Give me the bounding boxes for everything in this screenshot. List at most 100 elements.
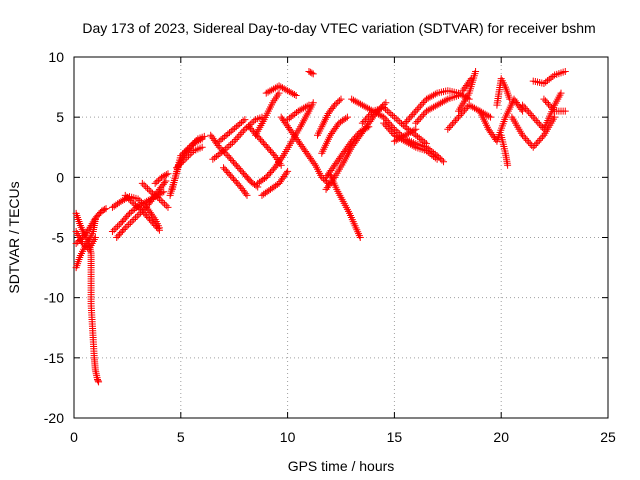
data-point	[466, 76, 474, 84]
data-point	[221, 165, 229, 173]
data-point	[469, 103, 477, 111]
data-point	[487, 113, 495, 121]
data-point	[124, 211, 132, 219]
data-point	[268, 148, 276, 156]
data-point	[234, 121, 242, 129]
data-point	[430, 91, 438, 99]
data-point	[123, 222, 131, 230]
data-point	[115, 221, 123, 229]
data-point	[88, 220, 96, 228]
y-axis-label: SDTVAR / TECUs	[6, 181, 22, 293]
data-point	[392, 115, 400, 123]
data-point	[380, 104, 388, 112]
data-point	[116, 230, 124, 238]
data-point	[374, 110, 382, 118]
data-point	[114, 232, 122, 240]
data-point	[440, 97, 448, 105]
data-point	[422, 95, 430, 103]
data-point	[238, 168, 246, 176]
data-point	[467, 75, 475, 83]
data-point	[265, 170, 273, 178]
data-point	[157, 197, 165, 205]
data-point	[462, 105, 470, 113]
data-point	[229, 126, 237, 134]
data-point	[225, 142, 233, 150]
data-point	[262, 173, 270, 181]
data-point	[117, 219, 125, 227]
data-point	[231, 177, 239, 185]
data-point	[198, 143, 206, 151]
data-point	[396, 118, 404, 126]
data-point	[161, 200, 169, 208]
data-point	[241, 125, 249, 133]
data-point	[137, 198, 145, 206]
data-point	[415, 134, 423, 142]
data-point	[547, 74, 555, 82]
data-point	[531, 115, 539, 123]
data-point	[365, 105, 373, 113]
data-point	[426, 105, 434, 113]
data-point	[132, 214, 140, 222]
data-point	[228, 139, 236, 147]
data-point	[262, 142, 270, 150]
data-point	[155, 195, 163, 203]
data-point	[361, 116, 369, 124]
data-point	[417, 135, 425, 143]
data-point	[546, 102, 554, 110]
chart-title: Day 173 of 2023, Sidereal Day-to-day VTE…	[82, 20, 595, 36]
data-point	[144, 213, 152, 221]
data-point	[430, 103, 438, 111]
data-point	[235, 165, 243, 173]
data-point	[334, 98, 342, 106]
data-point	[531, 142, 539, 150]
data-point	[407, 112, 415, 120]
data-point	[454, 92, 462, 100]
x-tick-label: 5	[177, 429, 185, 445]
data-point	[239, 127, 247, 135]
data-point	[308, 69, 316, 77]
data-point	[419, 111, 427, 119]
data-point	[289, 111, 297, 119]
data-point	[82, 243, 90, 251]
data-point	[134, 195, 142, 203]
data-point	[123, 193, 131, 201]
data-point	[561, 67, 569, 75]
data-point	[535, 136, 543, 144]
data-point	[120, 216, 128, 224]
data-point	[209, 155, 217, 163]
data-point	[141, 204, 149, 212]
data-point	[147, 217, 155, 225]
data-point	[408, 141, 416, 149]
data-point	[147, 188, 155, 196]
data-point	[234, 163, 242, 171]
data-point	[151, 179, 159, 187]
data-point	[183, 154, 191, 162]
data-point	[158, 173, 166, 181]
data-point	[549, 105, 557, 113]
data-point	[219, 134, 227, 142]
data-point	[161, 179, 169, 187]
data-point	[86, 223, 94, 231]
data-point	[529, 143, 537, 151]
data-point	[151, 221, 159, 229]
data-point	[154, 176, 162, 184]
data-point	[112, 224, 120, 232]
data-point	[472, 105, 480, 113]
data-point	[91, 234, 99, 241]
data-point	[430, 152, 438, 160]
data-point	[258, 137, 266, 145]
data-point	[236, 120, 244, 128]
data-point	[305, 67, 313, 75]
data-point	[410, 109, 418, 117]
data-point	[229, 158, 237, 166]
data-point	[442, 96, 450, 104]
data-point	[448, 120, 456, 128]
data-point	[224, 130, 232, 138]
data-point	[143, 202, 151, 210]
y-tick-label: 5	[56, 109, 64, 125]
data-point	[358, 119, 366, 127]
data-point	[232, 123, 240, 131]
data-point	[136, 197, 144, 205]
data-point	[394, 116, 402, 124]
data-point	[250, 117, 258, 125]
